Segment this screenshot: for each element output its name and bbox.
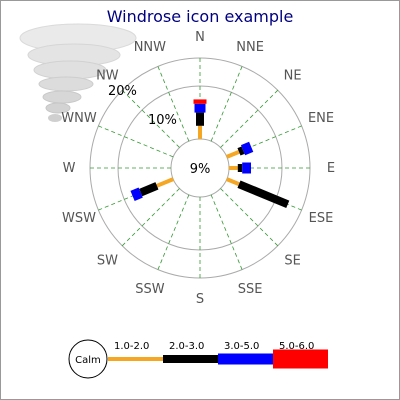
leg-ene-segment-3 (240, 141, 254, 156)
leg-wsw-segment-3 (130, 187, 143, 202)
legend-label-4: 5.0-6.0 (279, 341, 314, 352)
leg-wsw-segment-2 (139, 182, 159, 197)
direction-label-nw: NW (96, 68, 119, 83)
legend-label-1: 1.0-2.0 (114, 341, 149, 352)
direction-label-se: SE (284, 254, 300, 269)
direction-label-wsw: WSW (62, 211, 96, 226)
leg-wsw-segment-1 (156, 177, 174, 188)
direction-label-sse: SSE (238, 282, 263, 297)
direction-label-ese: ESE (309, 211, 334, 226)
leg-ese-segment-2 (237, 180, 290, 209)
leg-ene-segment-1 (226, 150, 240, 159)
chart-title: Windrose icon example (107, 7, 294, 26)
legend-swatch-2 (163, 355, 218, 363)
leg-ene-segment-2 (237, 146, 245, 156)
legend-swatch-4 (273, 349, 328, 369)
direction-labels: N NNE NE ENE E ESE SE SSE S SSW SW WSW W WNW NW NNW (61, 30, 335, 307)
direction-label-e: E (327, 161, 335, 176)
direction-label-nne: NNE (236, 40, 264, 55)
center-label: 9% (190, 162, 211, 177)
direction-label-ene: ENE (308, 111, 334, 126)
ring-label-20: 20% (108, 84, 137, 99)
legend-swatch-3 (218, 353, 273, 365)
legend: Calm 1.0-2.0 2.0-3.0 3.0-5.0 5.0-6.0 (68, 339, 328, 379)
direction-label-ne: NE (284, 68, 302, 83)
rose-legs (130, 99, 290, 209)
calm-label: Calm (75, 355, 101, 366)
legend-label-2: 2.0-3.0 (169, 341, 204, 352)
calm-circle (68, 339, 108, 379)
tornado-icon (19, 23, 137, 122)
direction-label-nnw: NNW (134, 40, 166, 55)
direction-label-wnw: WNW (61, 111, 97, 126)
ring-labels: 10% 20% (108, 84, 177, 128)
direction-label-s: S (196, 292, 204, 307)
legend-label-3: 3.0-5.0 (224, 341, 259, 352)
direction-label-n: N (195, 30, 205, 45)
direction-label-sw: SW (97, 254, 118, 269)
direction-label-w: W (63, 161, 76, 176)
legend-swatch-1 (108, 357, 163, 361)
leg-ese-segment-1 (226, 177, 240, 186)
direction-label-ssw: SSW (135, 282, 165, 297)
ring-label-10: 10% (148, 113, 177, 128)
